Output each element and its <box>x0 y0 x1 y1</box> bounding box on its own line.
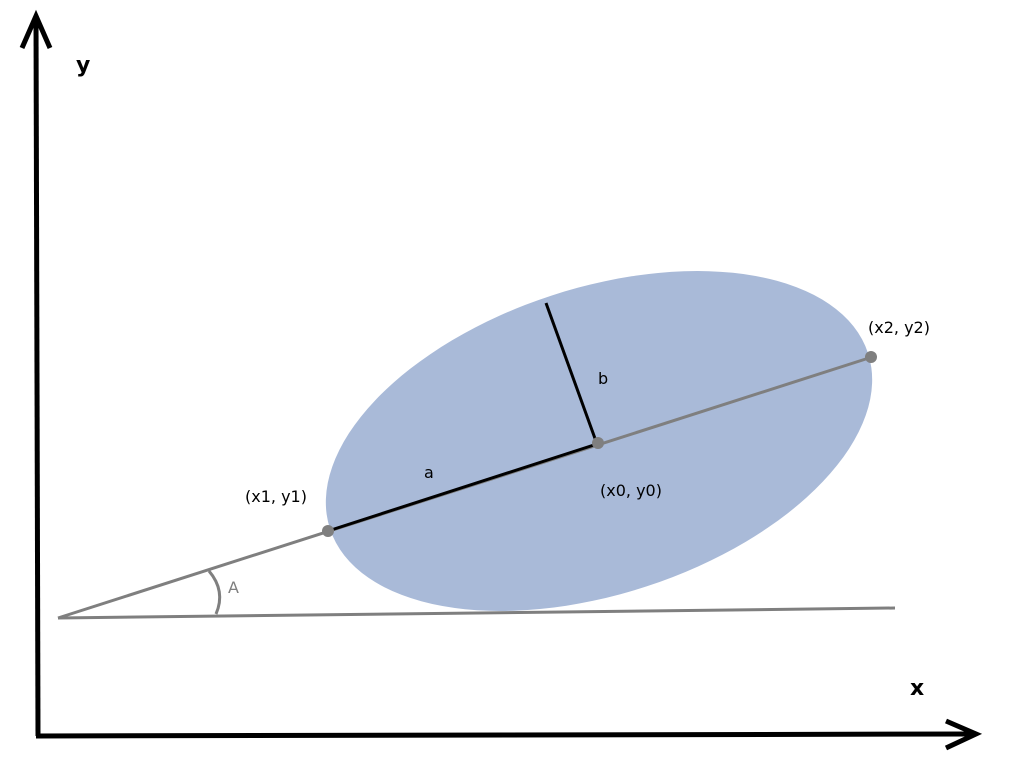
semi-minor-label: b <box>598 369 608 388</box>
point-p2-label: (x2, y2) <box>868 318 930 337</box>
point-p1-label: (x1, y1) <box>245 487 307 506</box>
semi-major-segment <box>327 442 598 533</box>
baseline <box>57 606 896 620</box>
point-p2 <box>865 351 877 363</box>
y-axis-label: y <box>76 53 90 78</box>
y-axis-line <box>33 17 41 737</box>
angle-label: A <box>228 578 239 597</box>
semi-minor-segment <box>544 302 599 445</box>
angle-arc <box>207 570 222 615</box>
x-axis-arrowhead <box>944 718 983 751</box>
x-axis-line <box>35 731 975 739</box>
point-p0 <box>592 437 604 449</box>
point-p0-label: (x0, y0) <box>600 481 662 500</box>
y-axis-arrowhead <box>19 9 53 50</box>
point-p1 <box>322 525 334 537</box>
x-axis-label: x <box>910 676 924 701</box>
semi-major-label: a <box>424 463 434 482</box>
